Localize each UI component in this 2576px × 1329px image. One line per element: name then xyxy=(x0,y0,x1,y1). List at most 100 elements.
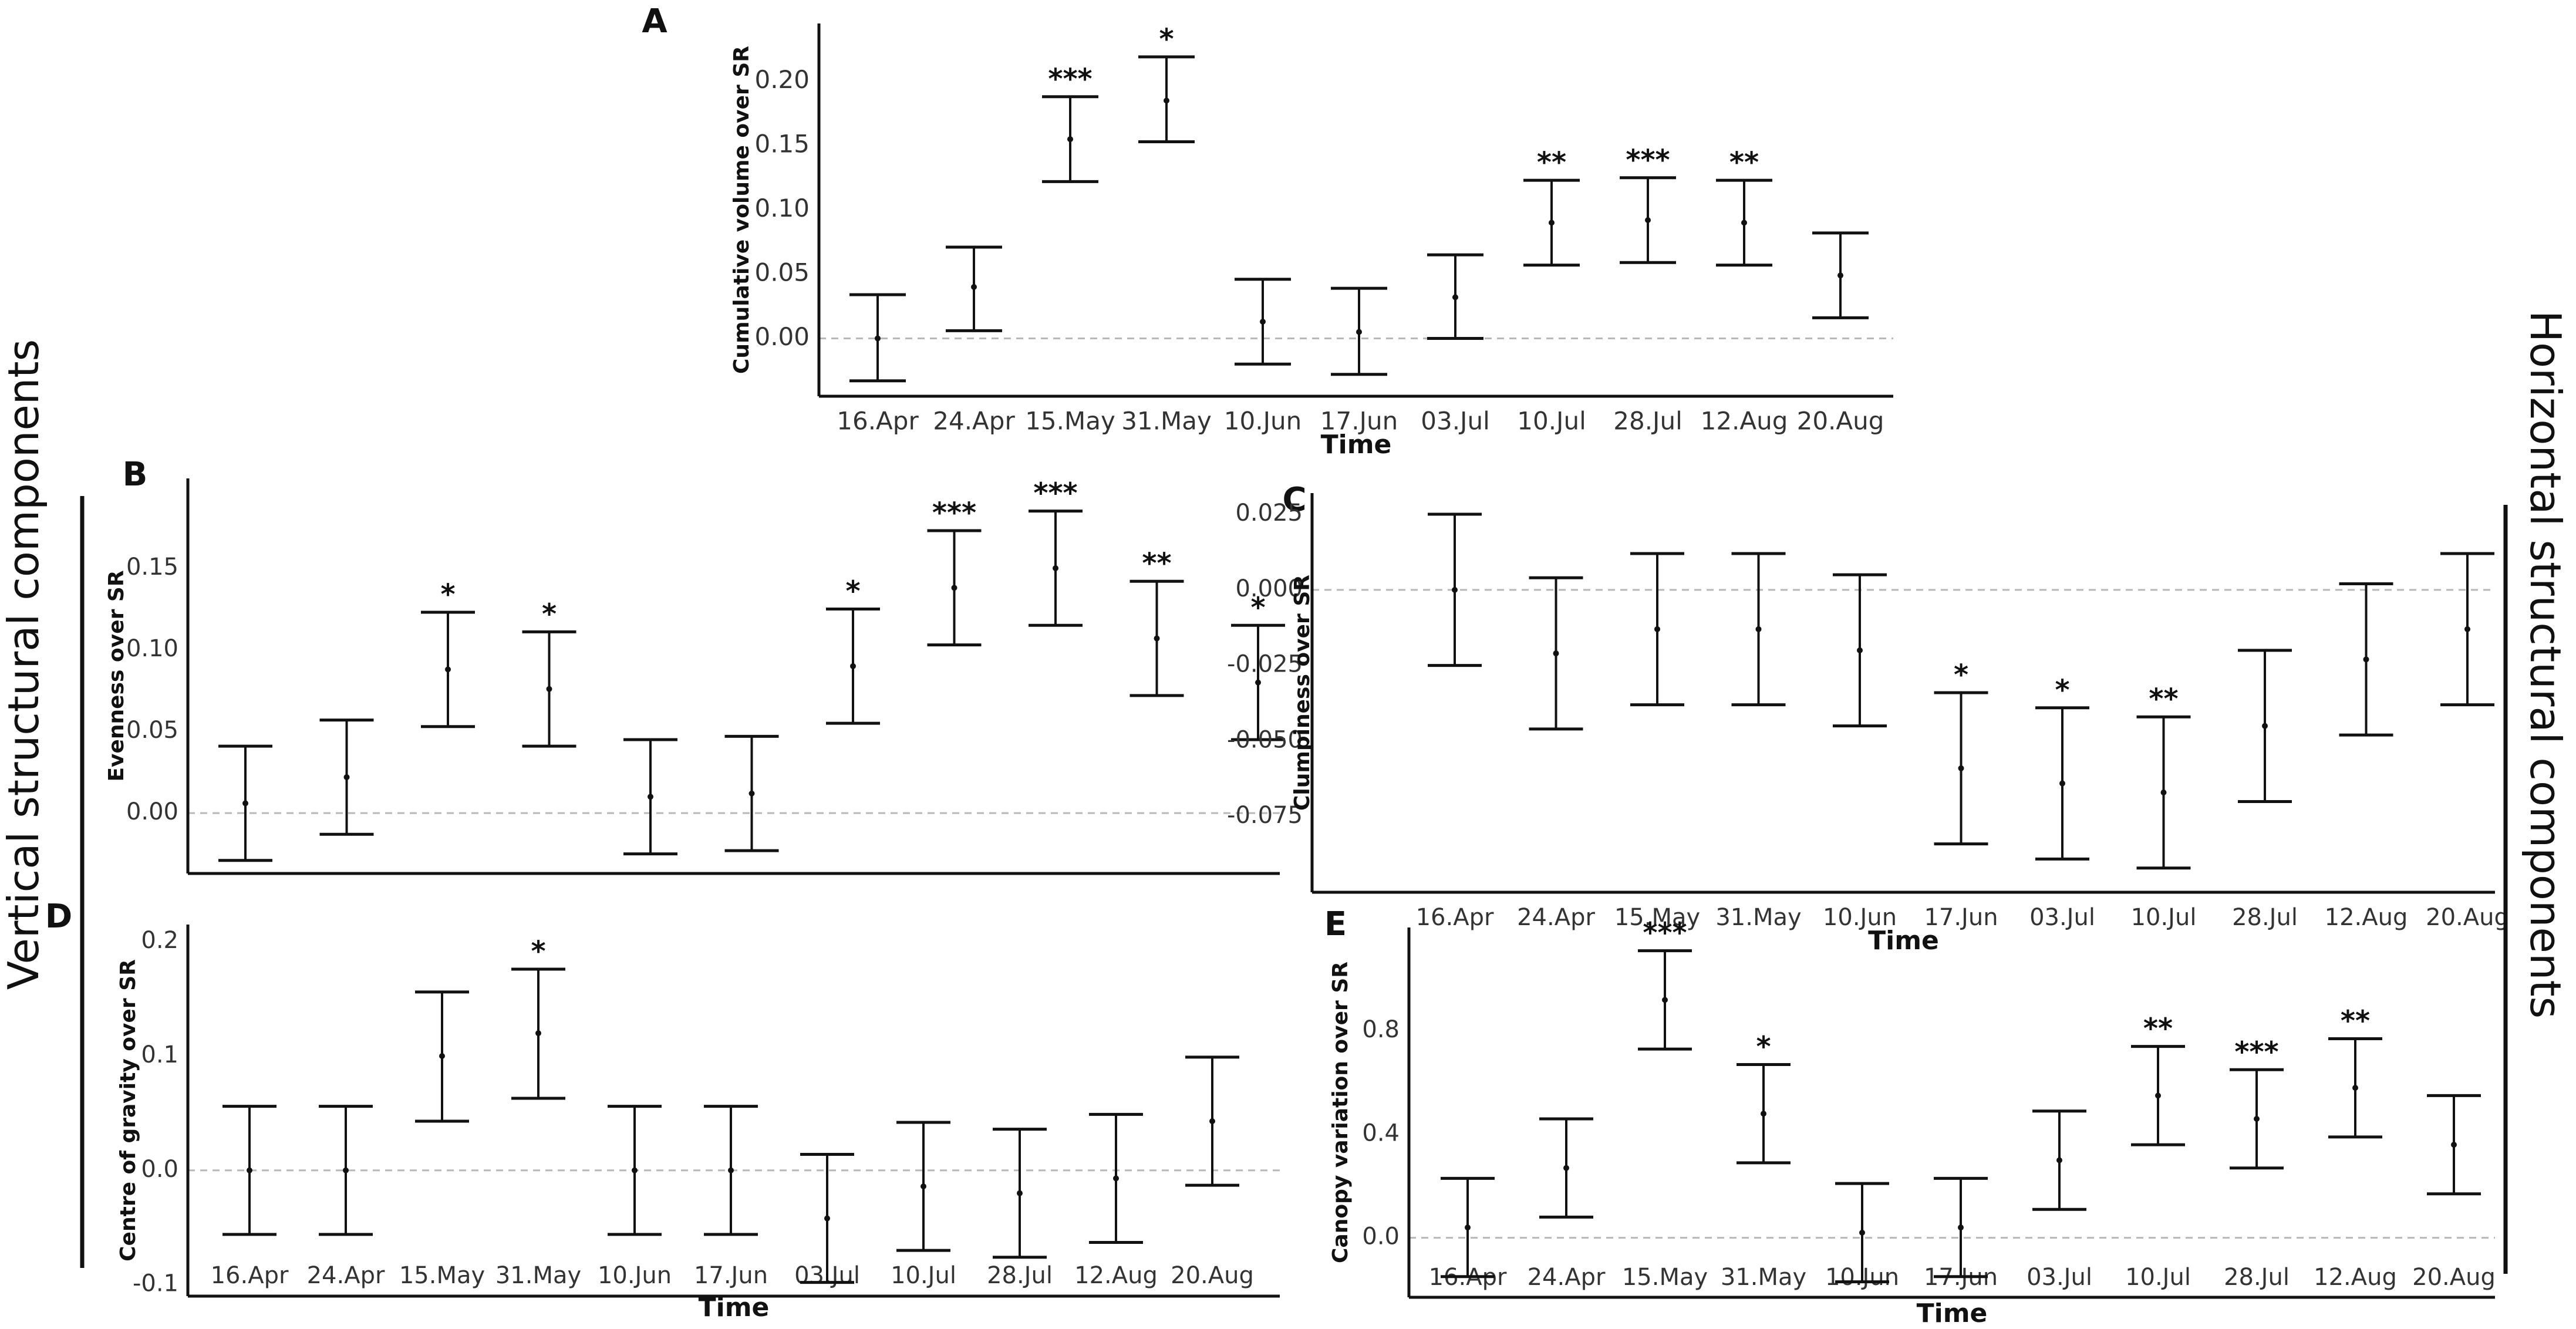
panel-a-y-axis-label: Cumulative volume over SR xyxy=(730,46,754,374)
panel-b-point-estimate xyxy=(445,666,451,673)
panel-e-significance-label: *** xyxy=(1643,917,1687,950)
panel-d-point-estimate xyxy=(439,1053,445,1059)
panel-a-point-estimate xyxy=(1260,319,1266,325)
panel-c-y-tick-label: -0.050 xyxy=(1227,726,1303,753)
panel-b-point-estimate xyxy=(648,794,653,800)
panel-c-label: C xyxy=(1282,481,1306,519)
panel-c-significance-label: * xyxy=(1954,659,1968,692)
panel-e-x-axis-label: Time xyxy=(1917,1298,1988,1328)
panel-d-point-estimate xyxy=(824,1215,830,1222)
panel-c-y-tick-label: -0.075 xyxy=(1227,802,1303,829)
panel-e-significance-label: ** xyxy=(2143,1013,2173,1045)
panel-e-point-estimate xyxy=(2352,1085,2358,1091)
panel-d-point-estimate xyxy=(343,1167,349,1173)
panel-e-x-tick-label: 24.Apr xyxy=(1528,1264,1606,1291)
panel-c-x-axis-label: Time xyxy=(1868,926,1939,956)
panel-d-point-estimate xyxy=(728,1167,734,1173)
panel-e-y-tick-label: 0.8 xyxy=(1362,1016,1400,1043)
panel-b-point-estimate xyxy=(242,800,248,807)
panel-e-point-estimate xyxy=(1761,1111,1766,1117)
panel-c-point-estimate xyxy=(2160,790,2167,795)
panel-e-point-estimate xyxy=(1958,1225,1964,1231)
panel-a-significance-label: *** xyxy=(1626,144,1670,177)
panel-a-y-tick-label: 0.10 xyxy=(754,194,810,222)
panel-b-significance-label: *** xyxy=(932,497,976,529)
panel-d-y-tick-label: -0.1 xyxy=(133,1270,178,1297)
panel-c-x-tick-label: 16.Apr xyxy=(1416,904,1494,931)
panel-d-x-tick-label: 24.Apr xyxy=(307,1262,385,1289)
panel-d-y-axis-label: Centre of gravity over SR xyxy=(116,959,140,1261)
panel-a-point-estimate xyxy=(875,335,881,342)
panel-d-point-estimate xyxy=(921,1183,926,1190)
panel-c-point-estimate xyxy=(1958,765,1964,771)
panel-d-x-tick-label: 16.Apr xyxy=(211,1262,289,1289)
panel-a-y-tick-label: 0.20 xyxy=(754,65,810,94)
panel-c-x-tick-label: 10.Jun xyxy=(1823,904,1897,931)
panel-d-x-axis-label: Time xyxy=(699,1293,770,1323)
panel-b-y-tick-label: 0.05 xyxy=(126,717,178,744)
panel-d-x-tick-label: 20.Aug xyxy=(1171,1262,1254,1289)
panel-c-x-tick-label: 10.Jul xyxy=(2131,904,2197,931)
panel-c-y-tick-label: 0.000 xyxy=(1235,575,1303,602)
panel-b-significance-label: ** xyxy=(1142,547,1171,580)
panel-e-x-tick-label: 03.Jul xyxy=(2027,1264,2092,1291)
panel-e-point-estimate xyxy=(1465,1225,1471,1231)
panel-e-x-tick-label: 28.Jul xyxy=(2224,1264,2290,1291)
panel-c-point-estimate xyxy=(1654,626,1660,632)
panel-a-point-estimate xyxy=(1356,329,1362,335)
panel-b-significance-label: * xyxy=(542,598,557,630)
panel-b-y-axis-label: Evenness over SR xyxy=(104,570,129,781)
panel-c-y-tick-label: -0.025 xyxy=(1227,651,1303,678)
panel-a-significance-label: * xyxy=(1159,23,1174,56)
panel-b-point-estimate xyxy=(1154,635,1160,642)
panel-b-label: B xyxy=(123,456,148,494)
panel-c-significance-label: * xyxy=(2055,674,2069,707)
panel-a-significance-label: ** xyxy=(1537,146,1566,179)
panel-a-significance-label: ** xyxy=(1729,146,1759,179)
panel-d-point-estimate xyxy=(247,1167,252,1173)
panel-b-y-tick-label: 0.00 xyxy=(126,798,178,825)
panel-a-x-axis-label: Time xyxy=(1321,430,1392,460)
panel-a-label: A xyxy=(642,2,667,41)
panel-a-x-tick-label: 24.Apr xyxy=(933,407,1015,436)
panel-c-x-tick-label: 12.Aug xyxy=(2325,904,2408,931)
panel-e-point-estimate xyxy=(1662,997,1668,1003)
panel-a-point-estimate xyxy=(1549,220,1555,226)
panel-d-y-tick-label: 0.2 xyxy=(141,927,178,954)
panel-a-significance-label: *** xyxy=(1048,63,1092,96)
panel-d-point-estimate xyxy=(1017,1190,1023,1196)
panel-c-point-estimate xyxy=(2363,656,2369,663)
panel-c-point-estimate xyxy=(2262,723,2268,729)
panel-d-significance-label: * xyxy=(531,935,545,968)
panel-b-y-tick-label: 0.10 xyxy=(126,635,178,662)
panel-a-point-estimate xyxy=(971,284,977,290)
panel-e-x-tick-label: 12.Aug xyxy=(2314,1264,2397,1291)
panel-a-x-tick-label: 16.Apr xyxy=(837,407,919,436)
panel-a-x-tick-label: 10.Jul xyxy=(1517,407,1586,436)
panel-c-point-estimate xyxy=(1755,626,1762,632)
panel-c-x-tick-label: 15.May xyxy=(1614,904,1700,931)
panel-e-label: E xyxy=(1324,905,1347,943)
panel-a-point-estimate xyxy=(1837,272,1843,279)
panel-c-x-tick-label: 28.Jul xyxy=(2232,904,2298,931)
panel-d-point-estimate xyxy=(1113,1175,1119,1182)
panel-c-x-tick-label: 31.May xyxy=(1715,904,1801,931)
panel-c-point-estimate xyxy=(2059,780,2065,787)
panel-b-point-estimate xyxy=(748,790,755,797)
panel-e-x-tick-label: 20.Aug xyxy=(2412,1264,2496,1291)
panel-e-significance-label: * xyxy=(1756,1030,1771,1063)
panel-d-x-tick-label: 10.Jun xyxy=(598,1262,672,1289)
panel-c-x-tick-label: 17.Jun xyxy=(1924,904,1998,931)
panel-e-x-tick-label: 10.Jul xyxy=(2125,1264,2191,1291)
panel-d-x-tick-label: 15.May xyxy=(399,1262,485,1289)
panel-a-x-tick-label: 03.Jul xyxy=(1421,407,1489,436)
panel-b-point-estimate xyxy=(343,774,350,780)
panel-c-y-axis-label: Clumpiness over SR xyxy=(1290,575,1314,811)
panel-a-x-tick-label: 20.Aug xyxy=(1797,407,1884,436)
panel-a-point-estimate xyxy=(1452,294,1458,301)
panel-e-point-estimate xyxy=(2155,1092,2161,1099)
panel-a-y-tick-label: 0.15 xyxy=(754,130,810,158)
panel-a-x-tick-label: 17.Jun xyxy=(1320,407,1398,436)
panel-b-significance-label: *** xyxy=(1033,477,1077,510)
panel-b-significance-label: * xyxy=(845,575,860,608)
